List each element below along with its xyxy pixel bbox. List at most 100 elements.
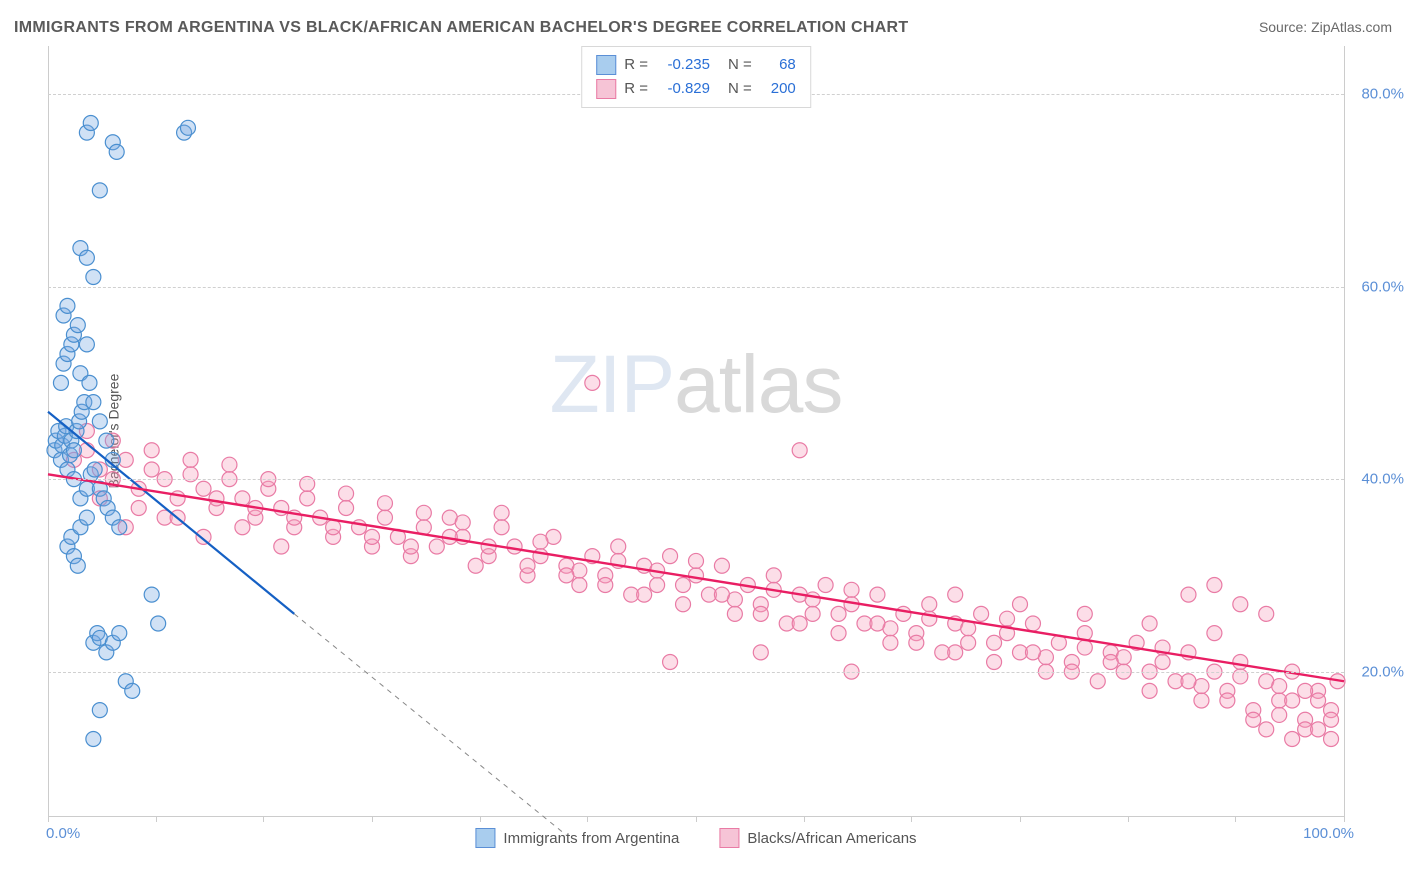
data-point (676, 578, 691, 593)
x-tick (804, 816, 805, 822)
data-point (559, 568, 574, 583)
legend-row-argentina: R = -0.235 N = 68 (596, 53, 796, 77)
data-point (416, 505, 431, 520)
x-tick (372, 816, 373, 822)
data-point (60, 298, 75, 313)
data-point (79, 250, 94, 265)
x-tick (156, 816, 157, 822)
data-point (403, 539, 418, 554)
data-point (987, 655, 1002, 670)
data-point (1233, 597, 1248, 612)
legend-item-black: Blacks/African Americans (719, 828, 916, 848)
data-point (1272, 679, 1287, 694)
series-legend: Immigrants from Argentina Blacks/African… (475, 828, 916, 848)
data-point (961, 635, 976, 650)
data-point (974, 606, 989, 621)
y-tick-label: 40.0% (1361, 471, 1404, 488)
legend-r-value-black: -0.829 (656, 77, 710, 101)
data-point (883, 635, 898, 650)
data-point (53, 375, 68, 390)
data-point (79, 337, 94, 352)
data-point (1142, 683, 1157, 698)
data-point (1000, 611, 1015, 626)
data-point (533, 534, 548, 549)
data-point (689, 568, 704, 583)
data-point (727, 606, 742, 621)
data-point (753, 606, 768, 621)
x-tick (696, 816, 697, 822)
legend-n-label: N = (728, 53, 752, 77)
data-point (896, 606, 911, 621)
swatch-argentina (596, 55, 616, 75)
data-point (676, 597, 691, 612)
data-point (1285, 693, 1300, 708)
data-point (520, 558, 535, 573)
data-point (1311, 722, 1326, 737)
data-point (1298, 683, 1313, 698)
data-point (92, 703, 107, 718)
data-point (377, 510, 392, 525)
data-point (831, 606, 846, 621)
data-point (844, 582, 859, 597)
data-point (494, 520, 509, 535)
source-name: ZipAtlas.com (1311, 19, 1392, 35)
y-tick-label: 60.0% (1361, 278, 1404, 295)
data-point (183, 452, 198, 467)
x-tick (1235, 816, 1236, 822)
data-point (92, 183, 107, 198)
data-point (663, 549, 678, 564)
data-point (922, 597, 937, 612)
data-point (144, 443, 159, 458)
legend-n-label: N = (728, 77, 752, 101)
x-tick (48, 816, 49, 822)
data-point (87, 462, 102, 477)
data-point (1246, 712, 1261, 727)
data-point (870, 616, 885, 631)
data-point (533, 549, 548, 564)
data-point (112, 520, 127, 535)
data-point (196, 481, 211, 496)
regression-extrapolation (294, 614, 566, 835)
data-point (1155, 655, 1170, 670)
data-point (1025, 645, 1040, 660)
data-point (1259, 722, 1274, 737)
data-point (1233, 655, 1248, 670)
data-point (766, 568, 781, 583)
data-point (572, 578, 587, 593)
data-point (1142, 616, 1157, 631)
data-point (66, 443, 81, 458)
data-point (494, 505, 509, 520)
data-point (70, 558, 85, 573)
x-tick (911, 816, 912, 822)
data-point (689, 553, 704, 568)
data-point (79, 510, 94, 525)
data-point (83, 116, 98, 131)
chart-plot-area: Bachelor's Degree ZIPatlas R = -0.235 N … (48, 46, 1345, 817)
data-point (663, 655, 678, 670)
gridline (48, 287, 1344, 288)
data-point (1220, 693, 1235, 708)
data-point (99, 433, 114, 448)
legend-label-argentina: Immigrants from Argentina (503, 830, 679, 847)
data-point (637, 587, 652, 602)
data-point (180, 120, 195, 135)
data-point (112, 626, 127, 641)
data-point (831, 626, 846, 641)
legend-r-value-argentina: -0.235 (656, 53, 710, 77)
data-point (753, 645, 768, 660)
data-point (144, 462, 159, 477)
data-point (1259, 606, 1274, 621)
data-point (1181, 674, 1196, 689)
data-point (1207, 578, 1222, 593)
y-tick-label: 80.0% (1361, 86, 1404, 103)
correlation-legend: R = -0.235 N = 68 R = -0.829 N = 200 (581, 46, 811, 108)
x-tick (1128, 816, 1129, 822)
data-point (507, 539, 522, 554)
data-point (870, 587, 885, 602)
x-tick (1344, 816, 1345, 822)
data-point (598, 578, 613, 593)
data-point (1090, 674, 1105, 689)
data-point (987, 635, 1002, 650)
data-point (222, 457, 237, 472)
data-point (326, 520, 341, 535)
